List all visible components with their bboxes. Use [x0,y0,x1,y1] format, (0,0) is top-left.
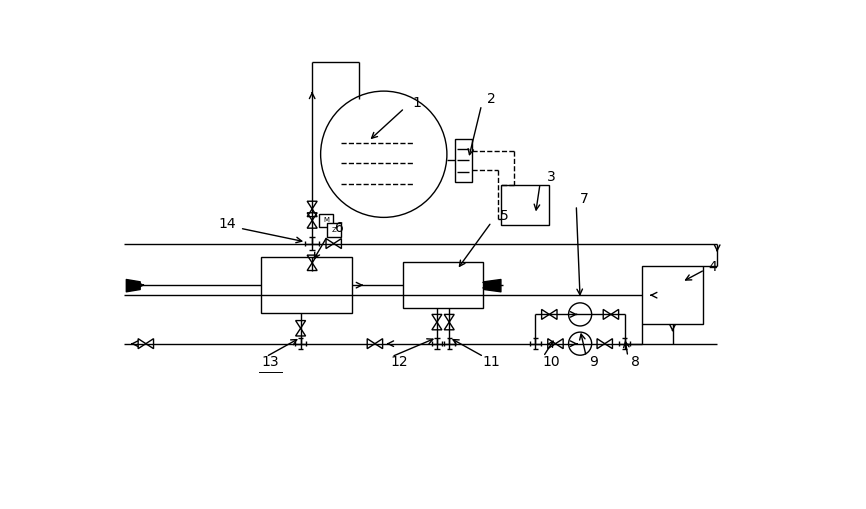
Bar [262,258,352,313]
Text: 11: 11 [482,355,501,369]
Text: Z: Z [332,227,336,233]
Bar [319,214,333,228]
Text: 1: 1 [412,96,422,109]
Text: 6: 6 [335,221,345,235]
Text: 2: 2 [488,92,496,106]
Text: 12: 12 [391,355,408,369]
Text: 13: 13 [262,355,280,369]
Text: 14: 14 [218,216,236,231]
Bar [326,223,340,237]
Bar [501,185,548,225]
Text: 9: 9 [590,355,598,369]
Text: M: M [323,217,329,223]
Text: 7: 7 [579,192,588,206]
Text: 10: 10 [542,355,559,369]
Text: 4: 4 [708,260,717,274]
Text: 5: 5 [501,209,509,223]
Bar [403,262,483,308]
Bar [455,139,472,182]
Text: 3: 3 [546,171,555,184]
Text: 8: 8 [631,355,640,369]
Bar [643,266,702,324]
